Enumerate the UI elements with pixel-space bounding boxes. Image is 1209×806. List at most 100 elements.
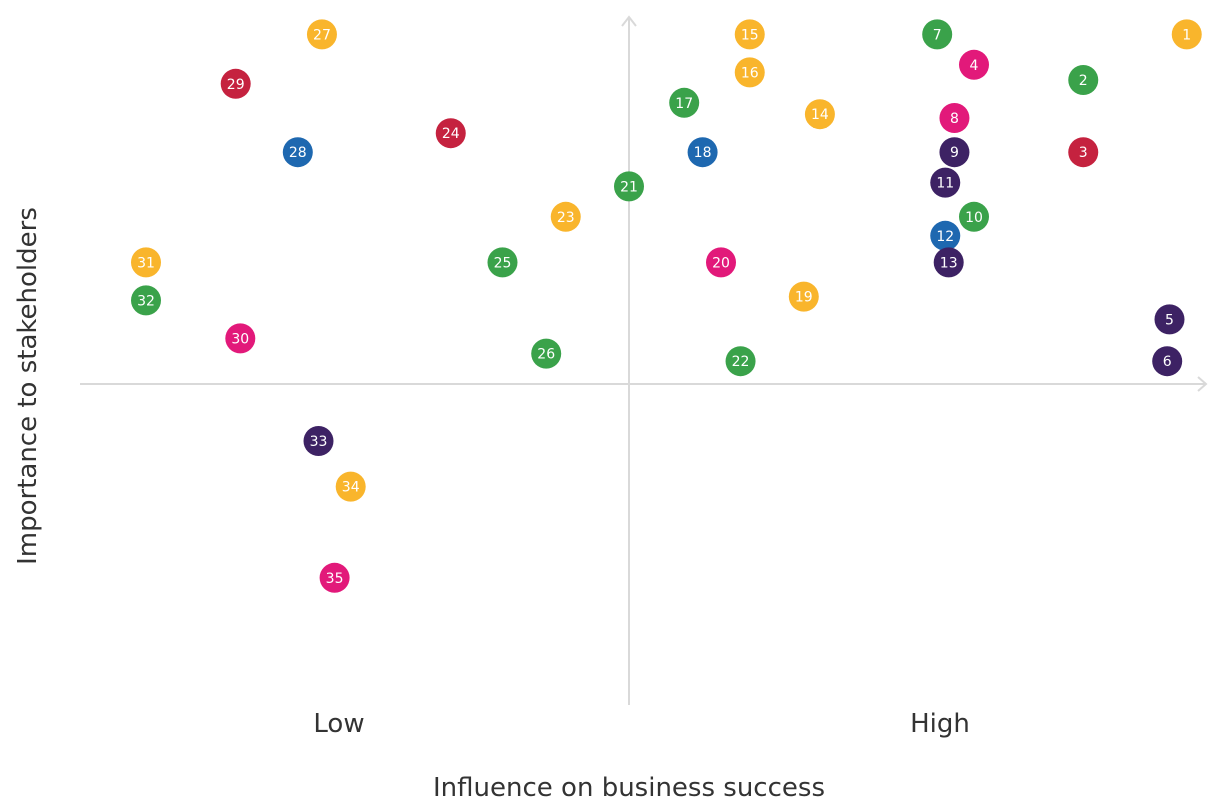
scatter-point-18: 18: [687, 137, 718, 168]
scatter-point-10: 10: [959, 201, 989, 232]
scatter-point-marker: [282, 137, 313, 168]
scatter-point-12: 12: [930, 220, 961, 251]
scatter-point-11: 11: [930, 167, 961, 198]
scatter-point-label: 9: [950, 145, 959, 161]
scatter-point-9: 9: [939, 137, 970, 168]
scatter-point-label: 25: [494, 255, 512, 271]
scatter-point-29: 29: [220, 68, 251, 99]
x-tick-label-low: Low: [313, 709, 364, 739]
scatter-point-marker: [734, 19, 765, 50]
scatter-point-marker: [939, 103, 970, 133]
scatter-point-label: 12: [936, 229, 954, 245]
scatter-point-marker: [959, 201, 989, 232]
scatter-point-35: 35: [319, 562, 350, 593]
points-layer: 1234567891011121314151617181920212223242…: [131, 19, 1202, 593]
x-tick-label-high: High: [910, 709, 970, 739]
scatter-point-marker: [933, 247, 964, 278]
scatter-point-marker: [131, 285, 161, 316]
scatter-point-label: 10: [965, 210, 983, 226]
scatter-point-marker: [306, 19, 337, 50]
scatter-point-marker: [1152, 346, 1183, 377]
scatter-point-label: 11: [936, 176, 954, 192]
scatter-point-7: 7: [922, 19, 953, 50]
scatter-point-label: 26: [537, 347, 555, 363]
scatter-point-label: 8: [950, 111, 959, 127]
scatter-point-23: 23: [550, 201, 581, 232]
scatter-point-marker: [335, 471, 366, 502]
scatter-point-marker: [959, 49, 989, 80]
scatter-point-33: 33: [303, 426, 334, 456]
scatter-point-marker: [1171, 19, 1202, 50]
scatter-point-label: 30: [231, 331, 249, 347]
scatter-point-20: 20: [706, 247, 736, 278]
scatter-point-label: 14: [811, 107, 829, 123]
scatter-point-marker: [220, 68, 251, 99]
scatter-point-26: 26: [531, 338, 562, 369]
scatter-point-30: 30: [225, 323, 256, 354]
scatter-point-marker: [669, 87, 700, 118]
scatter-point-label: 21: [620, 179, 638, 195]
scatter-point-32: 32: [131, 285, 161, 316]
scatter-point-marker: [804, 99, 835, 130]
scatter-point-17: 17: [669, 87, 700, 118]
scatter-point-25: 25: [487, 247, 518, 278]
scatter-point-28: 28: [282, 137, 313, 168]
scatter-point-label: 17: [675, 96, 693, 112]
scatter-point-27: 27: [306, 19, 337, 50]
scatter-point-3: 3: [1068, 137, 1099, 168]
y-axis-title: Importance to stakeholders: [13, 207, 43, 565]
scatter-point-marker: [788, 281, 819, 312]
scatter-point-15: 15: [734, 19, 765, 50]
scatter-point-34: 34: [335, 471, 366, 502]
scatter-point-label: 19: [795, 290, 813, 306]
scatter-point-label: 15: [741, 27, 759, 43]
scatter-point-marker: [706, 247, 736, 278]
scatter-point-marker: [725, 346, 756, 377]
scatter-point-marker: [930, 167, 961, 198]
scatter-point-marker: [319, 562, 350, 593]
scatter-point-label: 2: [1079, 73, 1088, 89]
scatter-point-16: 16: [734, 57, 765, 88]
scatter-point-label: 33: [310, 434, 328, 450]
scatter-point-label: 7: [933, 27, 942, 43]
scatter-point-marker: [303, 426, 334, 456]
x-axis-arrow-icon: [1197, 376, 1208, 392]
scatter-point-label: 6: [1163, 354, 1172, 370]
x-axis-title: Influence on business success: [433, 773, 825, 803]
scatter-point-marker: [930, 220, 961, 251]
scatter-point-label: 16: [741, 65, 759, 81]
scatter-point-13: 13: [933, 247, 964, 278]
scatter-point-21: 21: [614, 171, 644, 202]
scatter-point-label: 23: [557, 210, 575, 226]
scatter-point-31: 31: [131, 247, 161, 278]
scatter-point-marker: [1068, 65, 1099, 95]
scatter-point-label: 4: [970, 58, 979, 74]
scatter-point-marker: [435, 118, 466, 149]
scatter-point-label: 35: [326, 571, 344, 587]
scatter-point-6: 6: [1152, 346, 1183, 377]
scatter-point-marker: [225, 323, 256, 354]
scatter-point-marker: [131, 247, 161, 278]
scatter-point-label: 32: [137, 293, 155, 309]
scatter-point-marker: [1154, 304, 1185, 335]
y-axis-arrow-icon: [621, 15, 637, 27]
scatter-point-label: 34: [342, 480, 360, 496]
scatter-point-24: 24: [435, 118, 466, 149]
scatter-point-label: 18: [694, 145, 712, 161]
scatter-point-label: 31: [137, 255, 155, 271]
scatter-point-marker: [687, 137, 718, 168]
scatter-point-label: 27: [313, 27, 331, 43]
scatter-point-marker: [531, 338, 562, 369]
scatter-point-marker: [734, 57, 765, 88]
scatter-point-5: 5: [1154, 304, 1185, 335]
scatter-point-label: 20: [712, 255, 730, 271]
scatter-point-label: 13: [940, 255, 958, 271]
scatter-point-1: 1: [1171, 19, 1202, 50]
scatter-point-22: 22: [725, 346, 756, 377]
scatter-point-marker: [550, 201, 581, 232]
scatter-point-14: 14: [804, 99, 835, 130]
scatter-point-19: 19: [788, 281, 819, 312]
scatter-point-marker: [487, 247, 518, 278]
